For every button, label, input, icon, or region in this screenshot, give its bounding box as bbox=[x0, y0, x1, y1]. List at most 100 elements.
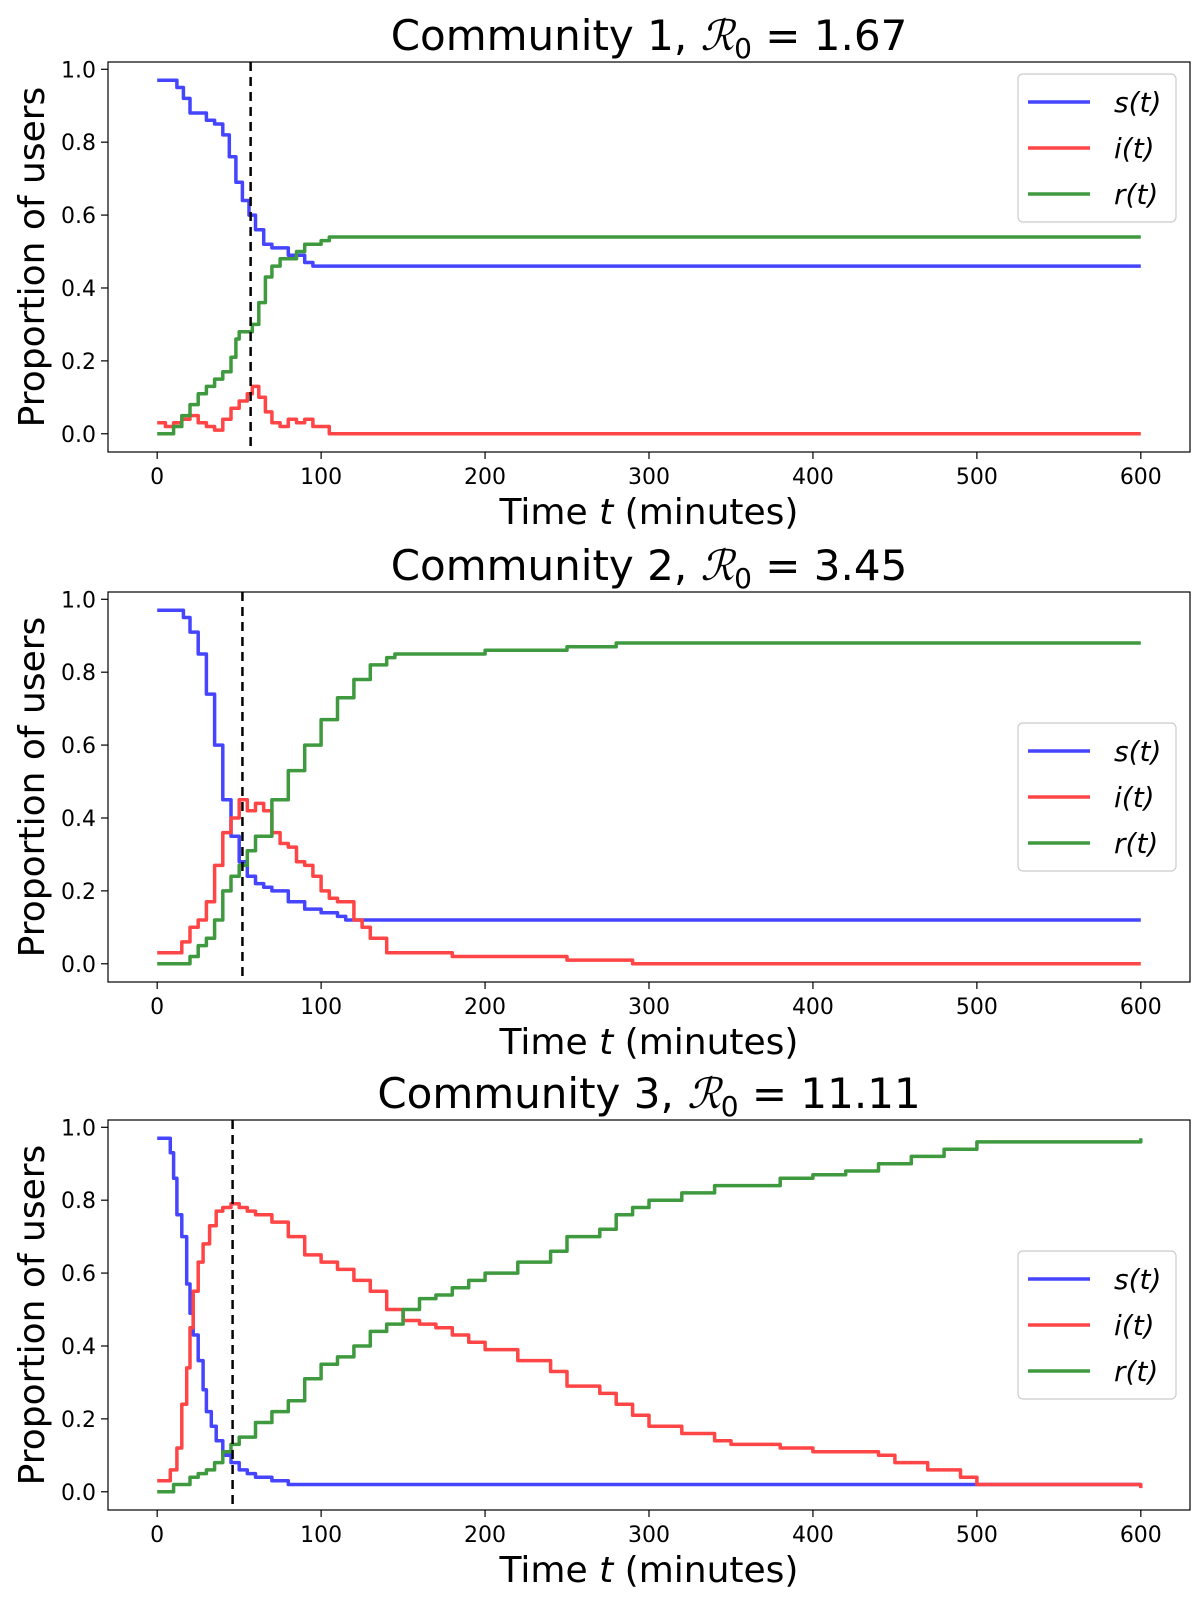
plot-area bbox=[157, 62, 1141, 452]
y-tick-label: 0.0 bbox=[61, 423, 96, 448]
x-tick-label: 200 bbox=[464, 995, 506, 1020]
x-tick-label: 600 bbox=[1120, 1523, 1162, 1548]
x-axis-label: Time t (minutes) bbox=[499, 1550, 799, 1591]
chart-title: Community 1, ℛ0 = 1.67 bbox=[391, 11, 908, 65]
series-line-it bbox=[157, 1202, 1143, 1489]
y-tick-label: 1.0 bbox=[61, 1116, 96, 1141]
y-tick-label: 0.4 bbox=[61, 1335, 96, 1360]
legend-box bbox=[1017, 722, 1177, 872]
legend-label: r(t) bbox=[1114, 178, 1158, 211]
x-axis-label-post: (minutes) bbox=[613, 492, 798, 533]
title-value: = 11.11 bbox=[739, 1069, 921, 1118]
x-tick-label: 500 bbox=[956, 995, 998, 1020]
chart-title: Community 2, ℛ0 = 3.45 bbox=[391, 541, 908, 595]
series-line-it bbox=[157, 384, 1141, 436]
x-tick-label: 400 bbox=[792, 1523, 834, 1548]
legend-box bbox=[1017, 1250, 1177, 1400]
y-tick-label: 0.0 bbox=[61, 1481, 96, 1506]
y-tick-label: 1.0 bbox=[61, 588, 96, 613]
x-tick-label: 300 bbox=[628, 1523, 670, 1548]
legend-label: r(t) bbox=[1114, 827, 1158, 860]
title-r-symbol: ℛ bbox=[687, 1069, 723, 1118]
x-tick-label: 500 bbox=[956, 1523, 998, 1548]
series-line-it bbox=[157, 798, 1141, 966]
x-tick-label: 200 bbox=[464, 465, 506, 490]
plot-area bbox=[157, 592, 1141, 982]
x-tick-label: 100 bbox=[300, 995, 342, 1020]
y-tick-label: 0.8 bbox=[61, 131, 96, 156]
title-r-symbol: ℛ bbox=[701, 541, 737, 590]
y-tick-label: 0.2 bbox=[61, 880, 96, 905]
legend: s(t) i(t) r(t) bbox=[1017, 73, 1177, 223]
title-subscript: 0 bbox=[734, 32, 752, 65]
y-axis-label: Proportion of users bbox=[12, 617, 53, 958]
y-tick-label: 0.6 bbox=[61, 1262, 96, 1287]
x-axis-label-post: (minutes) bbox=[613, 1022, 798, 1063]
x-axis-label-pre: Time bbox=[499, 492, 600, 533]
x-axis-label-var: t bbox=[599, 492, 615, 533]
title-value: = 3.45 bbox=[752, 541, 907, 590]
x-tick-label: 400 bbox=[792, 465, 834, 490]
x-axis-label: Time t (minutes) bbox=[499, 1022, 799, 1063]
legend-label: s(t) bbox=[1114, 1263, 1161, 1296]
x-tick-label: 600 bbox=[1120, 465, 1162, 490]
title-prefix: Community 1, bbox=[391, 11, 701, 60]
x-axis-label: Time t (minutes) bbox=[499, 492, 799, 533]
legend-label: i(t) bbox=[1114, 132, 1155, 165]
x-axis-label-pre: Time bbox=[499, 1550, 600, 1591]
x-axis-label-var: t bbox=[599, 1022, 615, 1063]
chart-panel-1: Community 1, ℛ0 = 1.670 100 200 300 400 500 60… bbox=[12, 11, 1191, 533]
x-tick-label: 0 bbox=[150, 1523, 164, 1548]
series-line-st bbox=[157, 78, 1141, 268]
y-tick-label: 0.4 bbox=[61, 807, 96, 832]
x-tick-label: 600 bbox=[1120, 995, 1162, 1020]
y-tick-label: 0.8 bbox=[61, 661, 96, 686]
y-tick-label: 0.4 bbox=[61, 277, 96, 302]
chart-title: Community 3, ℛ0 = 11.11 bbox=[377, 1069, 920, 1123]
legend-label: i(t) bbox=[1114, 1309, 1155, 1342]
legend-label: s(t) bbox=[1114, 735, 1161, 768]
title-prefix: Community 2, bbox=[391, 541, 701, 590]
x-axis-label-post: (minutes) bbox=[613, 1550, 798, 1591]
x-axis-label-pre: Time bbox=[499, 1022, 600, 1063]
y-tick-label: 0.8 bbox=[61, 1189, 96, 1214]
legend-label: i(t) bbox=[1114, 781, 1155, 814]
x-tick-label: 200 bbox=[464, 1523, 506, 1548]
title-prefix: Community 3, bbox=[377, 1069, 687, 1118]
y-tick-label: 0.6 bbox=[61, 734, 96, 759]
x-tick-label: 100 bbox=[300, 465, 342, 490]
chart-panel-3: Community 3, ℛ0 = 11.110 100 200 300 400 500 6… bbox=[12, 1069, 1191, 1591]
legend: s(t) i(t) r(t) bbox=[1017, 722, 1177, 872]
y-tick-label: 1.0 bbox=[61, 58, 96, 83]
chart-panel-2: Community 2, ℛ0 = 3.450 100 200 300 400 500 60… bbox=[12, 541, 1191, 1063]
plot-area bbox=[157, 1120, 1143, 1510]
legend: s(t) i(t) r(t) bbox=[1017, 1250, 1177, 1400]
legend-label: s(t) bbox=[1114, 86, 1161, 119]
series-line-st bbox=[157, 1136, 1141, 1487]
x-tick-label: 0 bbox=[150, 465, 164, 490]
title-subscript: 0 bbox=[721, 1090, 739, 1123]
x-tick-label: 400 bbox=[792, 995, 834, 1020]
x-tick-label: 500 bbox=[956, 465, 998, 490]
y-tick-label: 0.2 bbox=[61, 350, 96, 375]
legend-label: r(t) bbox=[1114, 1355, 1158, 1388]
title-subscript: 0 bbox=[734, 562, 752, 595]
y-tick-label: 0.6 bbox=[61, 204, 96, 229]
title-r-symbol: ℛ bbox=[701, 11, 737, 60]
y-tick-label: 0.2 bbox=[61, 1408, 96, 1433]
y-axis-label: Proportion of users bbox=[12, 1145, 53, 1486]
x-tick-label: 300 bbox=[628, 465, 670, 490]
legend-box bbox=[1017, 73, 1177, 223]
y-axis-label: Proportion of users bbox=[12, 87, 53, 428]
series-line-rt bbox=[157, 1138, 1143, 1494]
x-axis-label-var: t bbox=[599, 1550, 615, 1591]
x-tick-label: 100 bbox=[300, 1523, 342, 1548]
x-tick-label: 300 bbox=[628, 995, 670, 1020]
series-line-rt bbox=[157, 641, 1141, 966]
x-tick-label: 0 bbox=[150, 995, 164, 1020]
title-value: = 1.67 bbox=[752, 11, 907, 60]
series-line-st bbox=[157, 608, 1141, 922]
series-line-rt bbox=[157, 235, 1141, 436]
y-tick-label: 0.0 bbox=[61, 953, 96, 978]
